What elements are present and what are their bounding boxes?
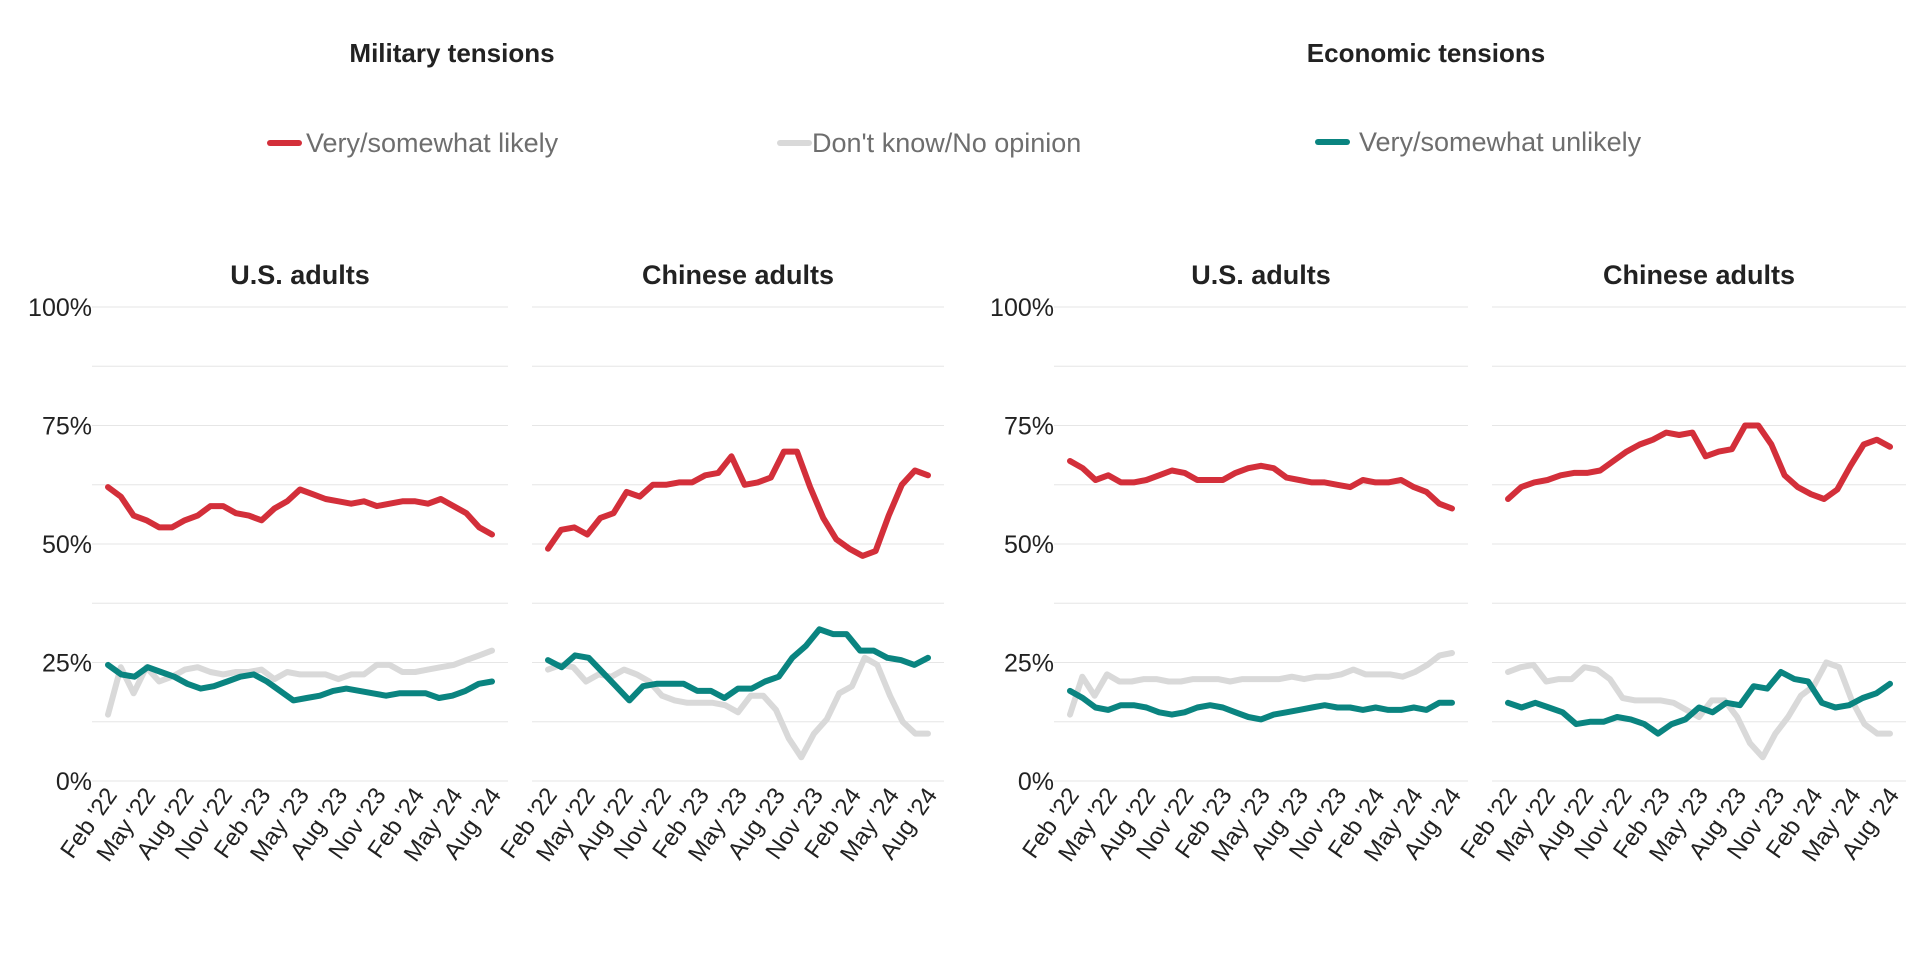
series-line-dk — [545, 654, 931, 761]
panel-title: U.S. adults — [1191, 260, 1331, 290]
y-tick-label: 0% — [56, 768, 92, 796]
legend-item-unlikely: Very/somewhat unlikely — [1315, 127, 1642, 157]
series-line-unlikely — [1067, 687, 1455, 723]
legend: Very/somewhat likely Don't know/No opinio… — [267, 127, 1642, 158]
group-title-military-tensions: Military tensions — [349, 38, 554, 68]
series-line-likely — [1067, 458, 1455, 512]
series-line-dk — [1067, 650, 1455, 718]
y-tick-label: 25% — [1004, 650, 1054, 678]
group-title-economic-tensions: Economic tensions — [1307, 38, 1545, 68]
y-tick-label: 50% — [42, 531, 92, 559]
legend-label-unlikely: Very/somewhat unlikely — [1359, 127, 1642, 157]
y-tick-label: 75% — [42, 413, 92, 441]
legend-item-likely: Very/somewhat likely — [267, 128, 559, 158]
series-line-unlikely — [545, 626, 931, 704]
series-line-dk — [1505, 659, 1893, 761]
legend-item-dk: Don't know/No opinion — [777, 128, 1081, 158]
panel-title: Chinese adults — [642, 260, 834, 290]
legend-label-dk: Don't know/No opinion — [812, 128, 1081, 158]
y-tick-label: 50% — [1004, 531, 1054, 559]
y-tick-label: 100% — [28, 294, 92, 322]
y-tick-label: 100% — [990, 294, 1054, 322]
legend-label-likely: Very/somewhat likely — [306, 128, 559, 158]
series-line-unlikely — [1505, 669, 1893, 737]
series-line-likely — [1505, 422, 1893, 502]
y-tick-label: 25% — [42, 650, 92, 678]
y-tick-label: 0% — [1018, 768, 1054, 796]
group-titles: Military tensions Economic tensions — [349, 38, 1545, 68]
series-line-likely — [105, 484, 495, 538]
series-line-dk — [105, 647, 495, 718]
panel-title: Chinese adults — [1603, 260, 1795, 290]
series-line-unlikely — [105, 661, 495, 704]
panel-title: U.S. adults — [230, 260, 370, 290]
series-line-likely — [545, 448, 931, 559]
y-tick-label: 75% — [1004, 413, 1054, 441]
